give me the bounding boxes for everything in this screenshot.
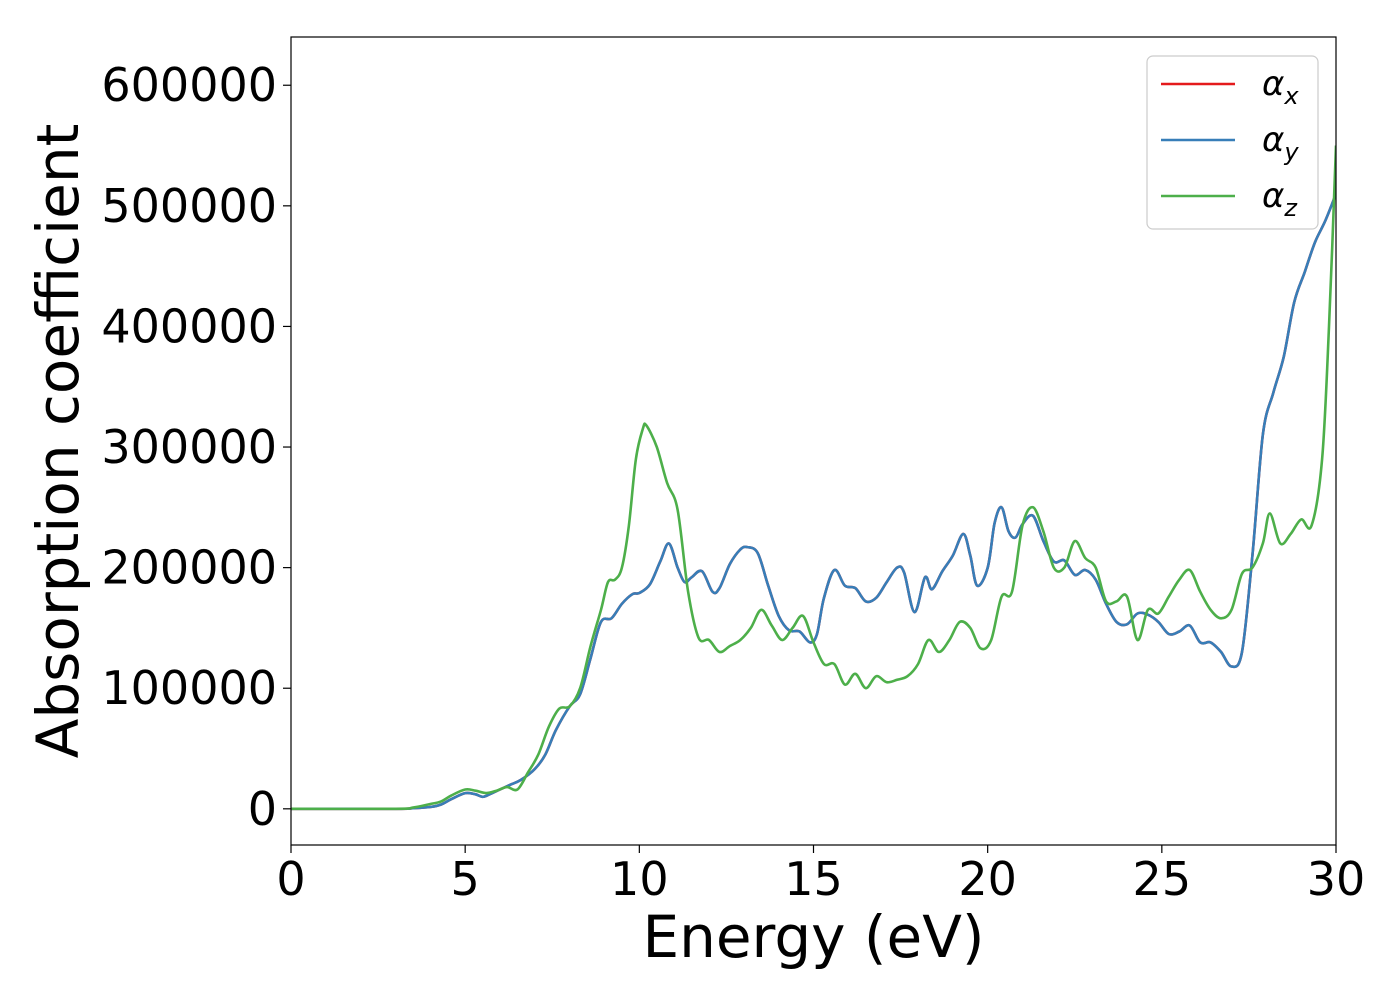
x-tick-label: 5	[451, 852, 480, 906]
x-tick-label: 0	[276, 852, 305, 906]
x-tick-label: 25	[1133, 852, 1192, 906]
y-tick-label: 200000	[101, 541, 277, 595]
y-tick-label: 600000	[101, 58, 277, 112]
series-line-alpha-y	[291, 193, 1336, 811]
y-axis: 0 100000 200000 300000 400000 500000 600000	[101, 58, 291, 836]
y-tick-label: 0	[248, 782, 277, 836]
legend-label-alpha-z: αz	[1262, 176, 1298, 222]
y-tick-label: 500000	[101, 179, 277, 233]
x-axis: 0 5 10 15 20 25 30	[276, 845, 1365, 906]
legend-label-alpha-y: αy	[1262, 120, 1299, 166]
series-layer	[291, 145, 1336, 811]
series-line-alpha-z	[291, 145, 1336, 811]
legend-box	[1146, 55, 1319, 230]
x-tick-label: 10	[610, 852, 669, 906]
x-axis-label: Energy (eV)	[642, 903, 984, 971]
y-tick-label: 400000	[101, 299, 277, 353]
x-tick-label: 15	[784, 852, 843, 906]
y-tick-label: 300000	[101, 420, 277, 474]
legend: αx αy αz	[1146, 55, 1319, 230]
y-axis-label: Absorption coefficient	[24, 124, 92, 759]
x-tick-label: 20	[958, 852, 1017, 906]
y-tick-label: 100000	[101, 661, 277, 715]
legend-label-alpha-x: αx	[1262, 64, 1299, 110]
x-tick-label: 30	[1307, 852, 1366, 906]
